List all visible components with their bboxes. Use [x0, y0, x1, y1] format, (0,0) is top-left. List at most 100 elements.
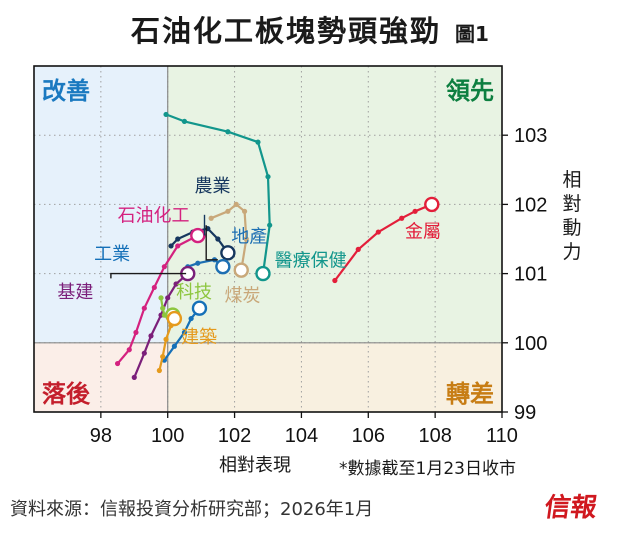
data-point	[181, 118, 188, 124]
data-point	[171, 343, 177, 349]
chart-title: 石油化工板塊勢頭強勁	[131, 14, 442, 48]
label-leader-line	[110, 272, 187, 279]
series-煤炭	[208, 201, 249, 278]
data-point	[160, 305, 166, 311]
data-point	[233, 201, 239, 207]
series-label: 金屬	[405, 222, 441, 243]
data-point	[163, 336, 169, 342]
data-point	[225, 129, 231, 135]
x-tick-label: 104	[285, 425, 318, 447]
latest-point-marker	[255, 265, 271, 282]
data-point	[375, 229, 381, 235]
quadrant-label: 落後	[42, 380, 91, 408]
data-point	[215, 236, 221, 242]
series-label: 基建	[57, 282, 93, 303]
series-石油化工	[114, 227, 206, 367]
series-醫療保健	[163, 111, 273, 282]
data-point	[161, 264, 167, 270]
source-text: 資料來源：信報投資分析研究部；2026年1月	[10, 499, 374, 520]
data-point	[168, 243, 174, 249]
y-axis-title-char: 對	[562, 193, 582, 215]
x-axis-title: 相對表現	[219, 455, 291, 476]
series-label: 工業	[94, 244, 130, 265]
data-point	[133, 329, 139, 336]
y-tick-label: 100	[514, 333, 547, 355]
series-金屬	[332, 196, 440, 284]
data-point	[151, 284, 157, 291]
series-label: 建築	[181, 327, 217, 348]
data-point	[114, 360, 121, 367]
series-建築	[156, 310, 183, 374]
data-point	[175, 243, 181, 249]
series-line	[210, 203, 248, 272]
series-label: 科技	[176, 282, 212, 303]
latest-point-marker	[424, 196, 440, 213]
y-axis-title: 相對動力	[559, 168, 585, 264]
data-point	[412, 208, 418, 214]
data-point	[173, 281, 179, 287]
data-point	[243, 236, 249, 242]
data-point	[181, 329, 188, 336]
x-tick-label: 110	[486, 425, 518, 447]
latest-point-marker	[233, 262, 249, 278]
data-point	[225, 208, 231, 214]
y-tick-label: 99	[514, 402, 536, 424]
latest-point-marker	[215, 258, 231, 275]
plot-frame	[33, 65, 503, 413]
y-axis-title-char: 力	[562, 241, 582, 263]
data-point	[163, 111, 169, 118]
y-tick-label: 103	[514, 125, 547, 147]
figure-label: 圖1	[455, 22, 489, 46]
label-leader-line	[205, 225, 218, 261]
data-point	[131, 374, 137, 380]
series-地產	[185, 257, 231, 275]
chart-title-bar: 石油化工板塊勢頭強勁 圖1	[0, 8, 620, 50]
x-tick-label: 106	[352, 425, 385, 447]
data-point	[158, 295, 164, 301]
data-point	[355, 246, 361, 252]
series-基建	[131, 265, 196, 380]
data-point	[255, 139, 261, 145]
data-point	[399, 215, 405, 221]
latest-point-marker	[190, 227, 206, 244]
data-point	[148, 333, 154, 339]
series-line	[116, 234, 199, 365]
quadrant-label: 改善	[42, 77, 90, 105]
series-label: 石油化工	[118, 206, 190, 227]
latest-point-marker	[191, 300, 208, 316]
x-tick-label: 100	[151, 425, 184, 447]
data-point	[188, 315, 194, 322]
data-point	[160, 354, 166, 360]
quadrant-label: 轉差	[446, 380, 494, 408]
data-point	[141, 350, 147, 356]
latest-point-marker	[220, 245, 236, 261]
quadrant-label: 領先	[446, 77, 494, 105]
data-point	[156, 367, 162, 374]
x-tick-label: 98	[90, 425, 112, 447]
data-point	[208, 215, 214, 221]
series-label: 農業	[194, 176, 230, 197]
data-point	[267, 222, 273, 228]
data-note: *數據截至1月23日收市	[339, 459, 516, 479]
series-label: 地產	[231, 226, 267, 247]
data-point	[165, 295, 171, 301]
data-point	[195, 260, 201, 266]
y-tick-label: 102	[514, 194, 547, 216]
y-axis-title-char: 動	[562, 217, 582, 239]
data-point	[265, 174, 271, 180]
publisher-logo: 信報	[542, 493, 599, 523]
data-point	[242, 208, 248, 214]
series-line	[333, 203, 433, 282]
series-label: 醫療保健	[275, 251, 347, 272]
y-axis-title-char: 相	[562, 169, 582, 191]
x-tick-label: 108	[418, 425, 451, 447]
x-tick-label: 102	[218, 425, 251, 447]
quadrant-weakening	[167, 342, 502, 412]
latest-point-marker	[166, 310, 183, 327]
data-point	[332, 277, 338, 284]
data-point	[126, 347, 132, 353]
series-工業	[161, 300, 208, 363]
data-point	[175, 236, 181, 242]
series-label: 煤炭	[225, 285, 261, 306]
